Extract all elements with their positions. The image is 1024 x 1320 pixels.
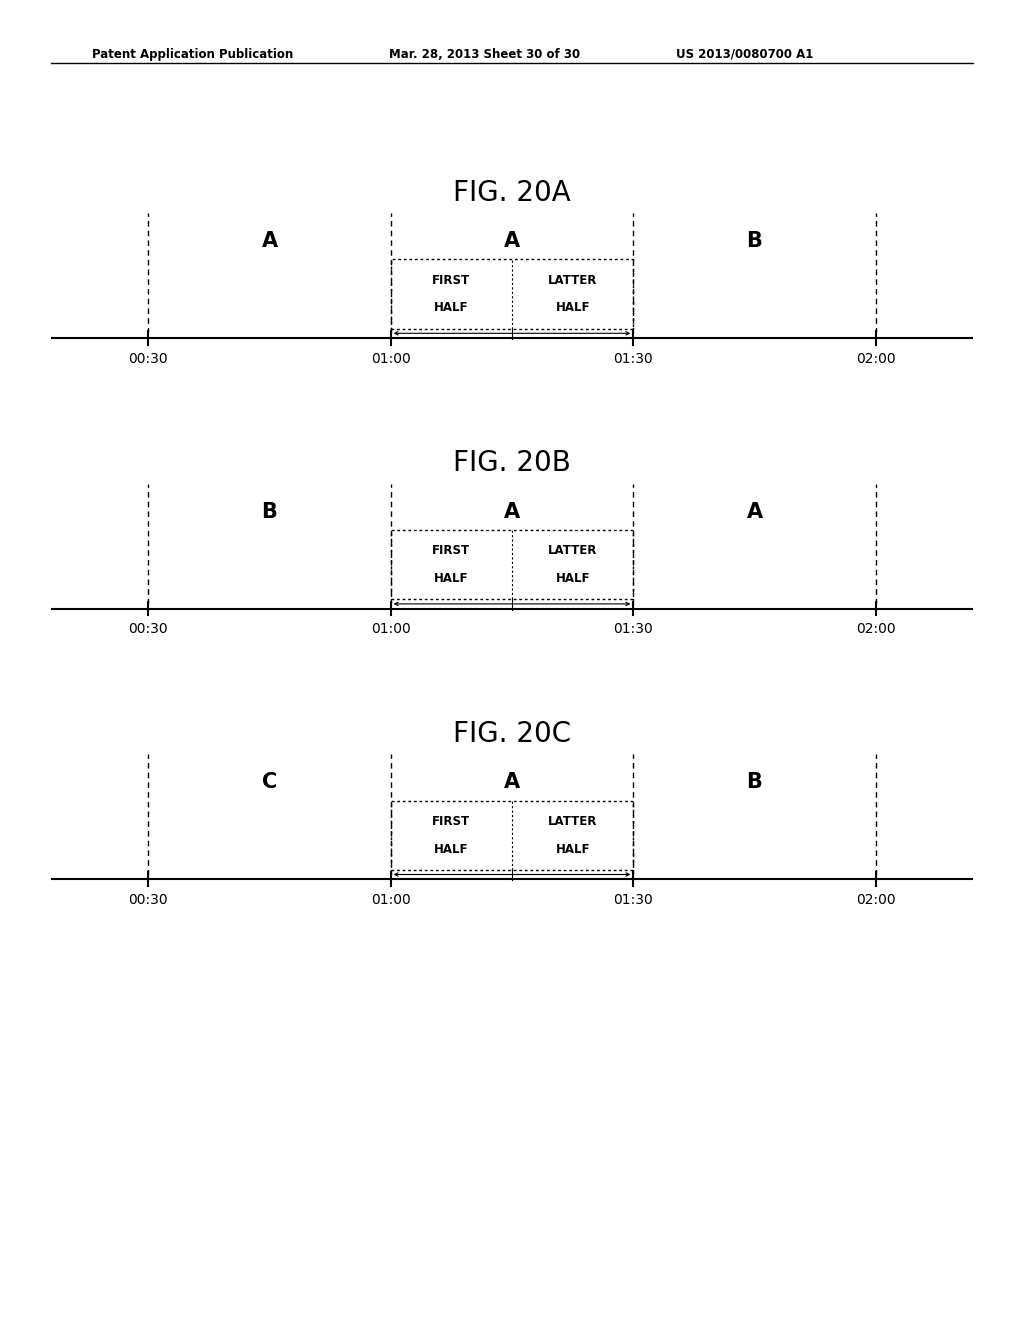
Text: 02:00: 02:00 (856, 623, 896, 636)
Text: 02:00: 02:00 (856, 892, 896, 907)
Text: Mar. 28, 2013 Sheet 30 of 30: Mar. 28, 2013 Sheet 30 of 30 (389, 48, 581, 61)
Text: LATTER: LATTER (548, 814, 597, 828)
Text: FIRST: FIRST (432, 544, 470, 557)
Text: HALF: HALF (434, 572, 469, 585)
Text: HALF: HALF (555, 301, 590, 314)
Text: 02:00: 02:00 (856, 352, 896, 366)
Text: B: B (746, 231, 763, 251)
Text: LATTER: LATTER (548, 273, 597, 286)
Text: 01:30: 01:30 (613, 892, 653, 907)
Text: 01:30: 01:30 (613, 623, 653, 636)
Text: A: A (746, 502, 763, 521)
Text: 01:30: 01:30 (613, 352, 653, 366)
Text: HALF: HALF (555, 572, 590, 585)
Text: A: A (504, 231, 520, 251)
Text: FIG. 20A: FIG. 20A (454, 178, 570, 206)
Text: B: B (746, 772, 763, 792)
Text: 01:00: 01:00 (371, 623, 411, 636)
Text: C: C (262, 772, 278, 792)
Text: 01:00: 01:00 (371, 352, 411, 366)
Bar (391, 260, 633, 329)
Bar (391, 529, 633, 599)
Text: FIRST: FIRST (432, 814, 470, 828)
Text: 01:00: 01:00 (371, 892, 411, 907)
Text: HALF: HALF (434, 842, 469, 855)
Text: HALF: HALF (434, 301, 469, 314)
Text: FIRST: FIRST (432, 273, 470, 286)
Text: A: A (504, 502, 520, 521)
Text: B: B (261, 502, 278, 521)
Text: 00:30: 00:30 (128, 892, 168, 907)
Text: A: A (261, 231, 278, 251)
Text: FIG. 20C: FIG. 20C (453, 719, 571, 747)
Text: HALF: HALF (555, 842, 590, 855)
Text: Patent Application Publication: Patent Application Publication (92, 48, 294, 61)
Text: 00:30: 00:30 (128, 623, 168, 636)
Bar (391, 800, 633, 870)
Text: LATTER: LATTER (548, 544, 597, 557)
Text: US 2013/0080700 A1: US 2013/0080700 A1 (676, 48, 813, 61)
Text: FIG. 20B: FIG. 20B (453, 449, 571, 477)
Text: A: A (504, 772, 520, 792)
Text: 00:30: 00:30 (128, 352, 168, 366)
